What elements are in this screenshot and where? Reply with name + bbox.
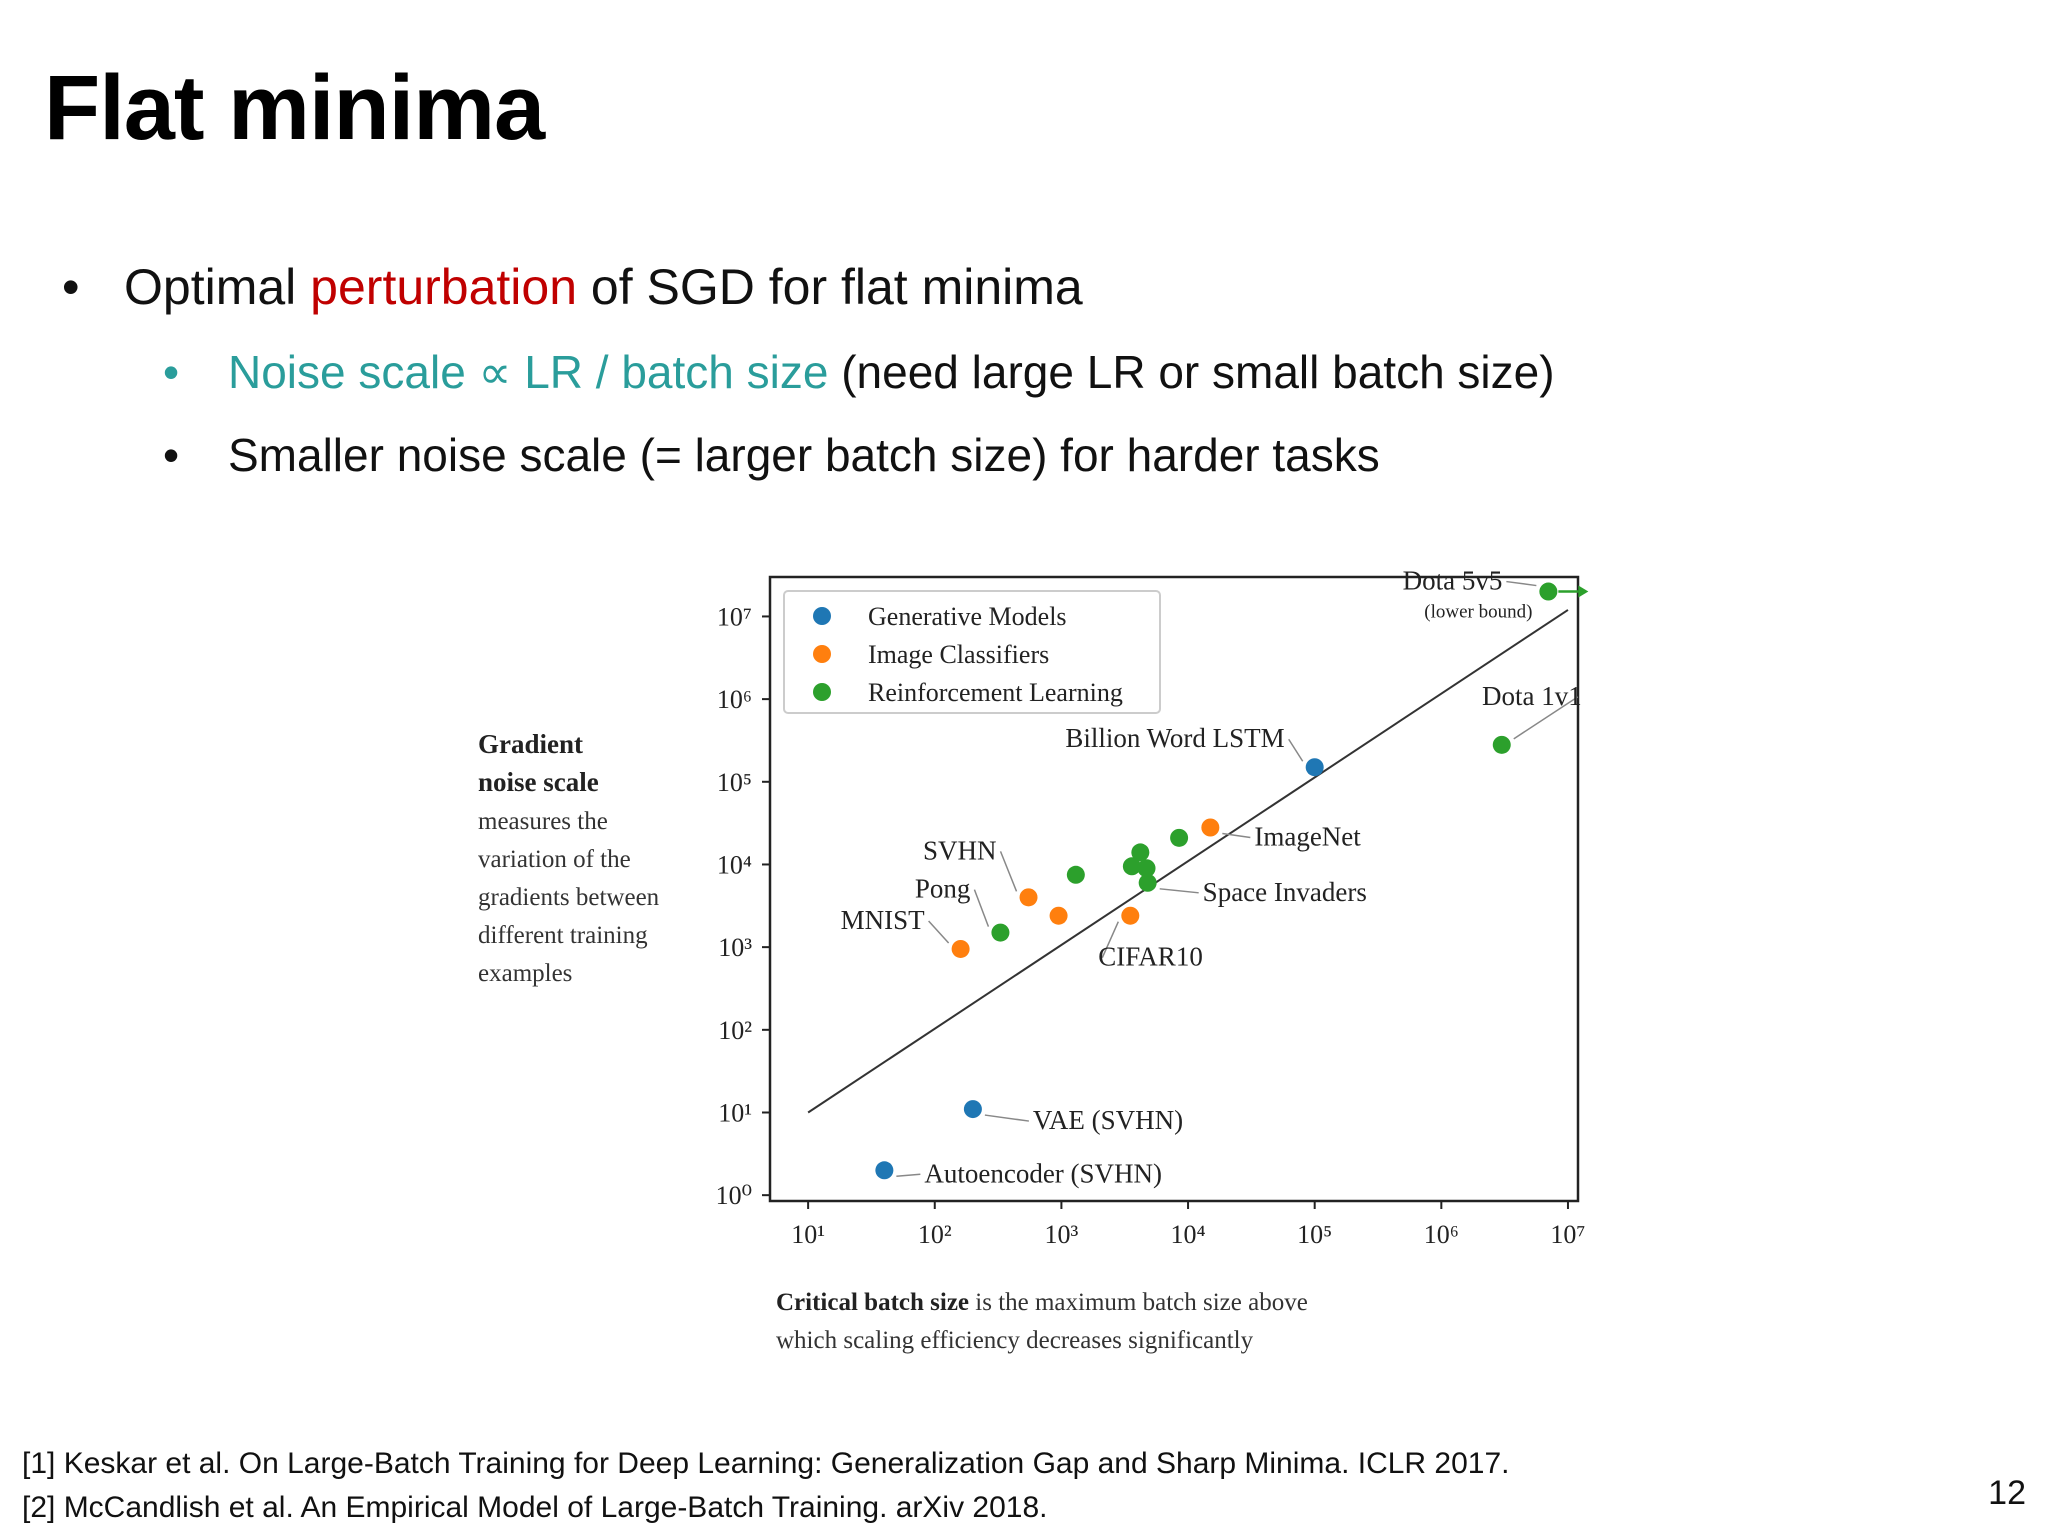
annotation-leader <box>896 1173 921 1178</box>
y-axis-title: noise scale <box>478 767 599 797</box>
legend-label: Generative Models <box>868 602 1067 631</box>
data-point <box>875 1161 894 1180</box>
data-point <box>1305 758 1324 777</box>
point-label: ImageNet <box>1254 821 1361 851</box>
x-tick-label: 10⁴ <box>1171 1220 1206 1249</box>
y-tick-label: 10⁰ <box>716 1181 752 1210</box>
point-label: VAE (SVHN) <box>1033 1105 1183 1135</box>
annotation-leader <box>1159 888 1199 894</box>
y-tick-label: 10² <box>718 1016 752 1045</box>
annotation-leader <box>1513 696 1579 740</box>
y-axis-description: gradients between <box>478 884 660 911</box>
y-tick-label: 10¹ <box>718 1098 752 1127</box>
data-point <box>1019 888 1038 907</box>
bullet-dot: • <box>163 346 180 398</box>
data-point <box>1170 828 1189 847</box>
bullet-text-post: (need large LR or small batch size) <box>828 346 1555 398</box>
y-axis-description: variation of the <box>478 846 631 873</box>
data-point <box>991 923 1010 942</box>
point-label: Pong <box>915 874 971 904</box>
plot-frame <box>768 575 1580 1203</box>
bullet-text: Noise scale ∝ LR / batch size (need larg… <box>228 345 1555 399</box>
legend-label: Image Classifiers <box>868 640 1049 669</box>
x-tick-label: 10¹ <box>791 1220 825 1249</box>
legend-marker <box>813 645 831 663</box>
data-point <box>1137 859 1156 878</box>
x-tick-label: 10⁶ <box>1424 1220 1459 1249</box>
annotation-leader <box>973 889 990 927</box>
bullet-highlight-perturbation: perturbation <box>310 259 578 315</box>
x-axis-description: which scaling efficiency decreases signi… <box>776 1327 1254 1354</box>
data-point <box>1121 906 1140 925</box>
data-point <box>1492 735 1511 754</box>
y-axis-description: different training <box>478 922 648 949</box>
y-tick-label: 10⁷ <box>717 602 752 631</box>
page-number: 12 <box>1988 1474 2026 1512</box>
legend-label: Reinforcement Learning <box>868 678 1123 707</box>
x-axis-title: Critical batch size <box>776 1289 969 1316</box>
bullet-dot: • <box>163 429 180 481</box>
data-point <box>1049 906 1068 925</box>
y-tick-label: 10⁶ <box>717 685 752 714</box>
point-label: MNIST <box>841 905 926 935</box>
data-point <box>1539 582 1558 601</box>
data-point <box>963 1100 982 1119</box>
chart-svg: 10¹ 10² 10³ 10⁴ 10⁵ 10⁶ 10⁷ 10⁰ 10¹ 10² 10³ 10⁴ 10⁵ 1… <box>478 566 1589 1354</box>
point-label: Autoencoder (SVHN) <box>924 1158 1162 1188</box>
bullet-text-post: of SGD for flat minima <box>577 259 1083 315</box>
point-label: SVHN <box>923 835 997 865</box>
point-label: Space Invaders <box>1203 877 1367 907</box>
slide-title: Flat minima <box>44 57 545 159</box>
annotation-leader <box>1222 832 1251 839</box>
point-label: Billion Word LSTM <box>1065 723 1284 753</box>
x-tick-label: 10⁵ <box>1297 1220 1332 1249</box>
reference-2: [2] McCandlish et al. An Empirical Model… <box>22 1491 1048 1524</box>
y-axis-description: measures the <box>478 808 608 835</box>
bullet-dot: • <box>62 259 80 315</box>
data-point <box>1201 818 1220 837</box>
point-label: Dota 5v5 <box>1403 566 1503 596</box>
point-sublabel: (lower bound) <box>1424 602 1532 623</box>
bullet-text-pre: Optimal <box>124 259 311 315</box>
reference-1: [1] Keskar et al. On Large-Batch Trainin… <box>22 1447 1510 1480</box>
point-label: CIFAR10 <box>1098 942 1203 972</box>
data-point <box>1122 857 1141 876</box>
annotation-leader <box>1506 580 1537 587</box>
annotation-leader <box>984 1114 1029 1122</box>
data-point <box>1131 843 1150 862</box>
annotation-leader <box>999 851 1018 892</box>
x-tick-label: 10² <box>918 1220 952 1249</box>
y-tick-label: 10⁴ <box>717 850 752 879</box>
data-point <box>951 939 970 958</box>
annotation-leader <box>928 920 950 944</box>
annotation-leader <box>1101 921 1119 959</box>
y-axis-description: examples <box>478 960 572 987</box>
bullet-text: Smaller noise scale (= larger batch size… <box>228 429 1380 481</box>
trend-line <box>807 609 1569 1114</box>
y-axis-title: Gradient <box>478 729 583 759</box>
x-tick-label: 10⁷ <box>1550 1220 1585 1249</box>
annotation-leader <box>1288 738 1304 762</box>
data-point <box>1138 873 1157 892</box>
noise-scale-chart: 10¹ 10² 10³ 10⁴ 10⁵ 10⁶ 10⁷ 10⁰ 10¹ 10² 10³ 10⁴ 10⁵ 1… <box>460 540 1620 1360</box>
bullet-text: Optimal perturbation of SGD for flat min… <box>124 258 1083 316</box>
legend-marker <box>813 607 831 625</box>
references: [1] Keskar et al. On Large-Batch Trainin… <box>22 1442 1510 1530</box>
legend-box <box>783 590 1161 714</box>
x-tick-label: 10³ <box>1045 1220 1079 1249</box>
y-tick-label: 10³ <box>718 933 752 962</box>
legend-marker <box>813 683 831 701</box>
point-label: Dota 1v1 <box>1482 681 1582 711</box>
x-axis-description: Critical batch size is the maximum batch… <box>776 1289 1308 1316</box>
bullet-highlight-noise-scale: Noise scale ∝ LR / batch size <box>228 346 829 398</box>
y-tick-label: 10⁵ <box>717 768 752 797</box>
data-point <box>1066 865 1085 884</box>
x-axis-description-rest: is the maximum batch size above <box>969 1289 1308 1316</box>
lower-bound-arrowhead <box>1578 585 1589 598</box>
